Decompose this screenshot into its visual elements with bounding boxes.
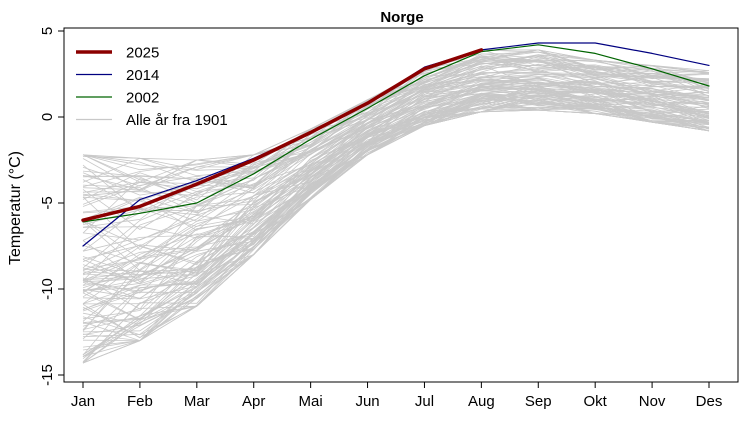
background-year-line xyxy=(82,108,710,355)
y-tick-label: -10 xyxy=(39,278,56,300)
background-year-line xyxy=(82,102,710,364)
legend-label-1: 2014 xyxy=(126,67,159,84)
x-tick-label: Jul xyxy=(415,393,434,410)
legend: 2025 2014 2002 Alle år fra 1901 xyxy=(76,45,228,129)
background-year-line xyxy=(82,59,710,230)
series-line-2002 xyxy=(82,44,710,223)
x-tick-label: Aug xyxy=(468,393,495,410)
background-year-line xyxy=(82,82,710,332)
x-tick-label: Nov xyxy=(639,393,666,410)
background-year-line xyxy=(82,56,710,207)
x-tick-label: Feb xyxy=(127,393,153,410)
background-year-line xyxy=(82,88,710,330)
x-axis: Jan Feb Mar Apr Mai Jun Jul Aug Sep Okt Nov Des xyxy=(71,382,722,410)
y-axis-label: Temperatur (°C) xyxy=(7,151,24,265)
background-year-line xyxy=(82,91,710,286)
legend-label-3: Alle år fra 1901 xyxy=(126,112,228,129)
x-tick-label: Mar xyxy=(184,393,210,410)
background-year-line xyxy=(82,109,710,357)
x-tick-label: Des xyxy=(696,393,723,410)
background-year-line xyxy=(82,51,710,190)
y-tick-label: 5 xyxy=(39,27,56,35)
background-year-line xyxy=(82,66,710,228)
x-tick-label: Jan xyxy=(71,393,95,410)
background-year-line xyxy=(82,94,710,351)
y-axis: 5 0 -5 -10 -15 xyxy=(39,27,64,386)
plot-frame xyxy=(63,27,739,383)
background-year-line xyxy=(82,49,710,204)
x-tick-label: Mai xyxy=(299,393,323,410)
background-year-line xyxy=(82,109,710,364)
background-year-line xyxy=(82,81,710,264)
background-year-line xyxy=(82,100,709,324)
background-year-line xyxy=(82,85,710,292)
background-year-line xyxy=(82,102,710,333)
y-tick-label: -5 xyxy=(39,196,56,209)
x-tick-label: Sep xyxy=(525,393,552,410)
background-year-line xyxy=(82,64,709,231)
background-year-line xyxy=(82,80,710,292)
series-lines xyxy=(81,42,710,247)
background-year-line xyxy=(82,74,710,252)
background-year-line xyxy=(82,106,710,357)
background-year-line xyxy=(82,109,710,364)
x-tick-label: Apr xyxy=(242,393,265,410)
x-tick-label: Jun xyxy=(355,393,379,410)
y-tick-label: -15 xyxy=(39,364,56,386)
background-year-line xyxy=(82,76,710,285)
x-tick-label: Okt xyxy=(584,393,608,410)
background-year-line xyxy=(82,78,710,289)
chart-title: Norge xyxy=(380,9,423,26)
legend-label-0: 2025 xyxy=(126,45,159,62)
background-lines xyxy=(82,49,710,364)
background-year-line xyxy=(82,71,710,241)
background-year-line xyxy=(82,87,710,310)
series-line-2025 xyxy=(81,48,484,222)
y-tick-label: 0 xyxy=(39,113,56,121)
background-year-line xyxy=(82,55,710,183)
legend-label-2: 2002 xyxy=(126,90,159,107)
